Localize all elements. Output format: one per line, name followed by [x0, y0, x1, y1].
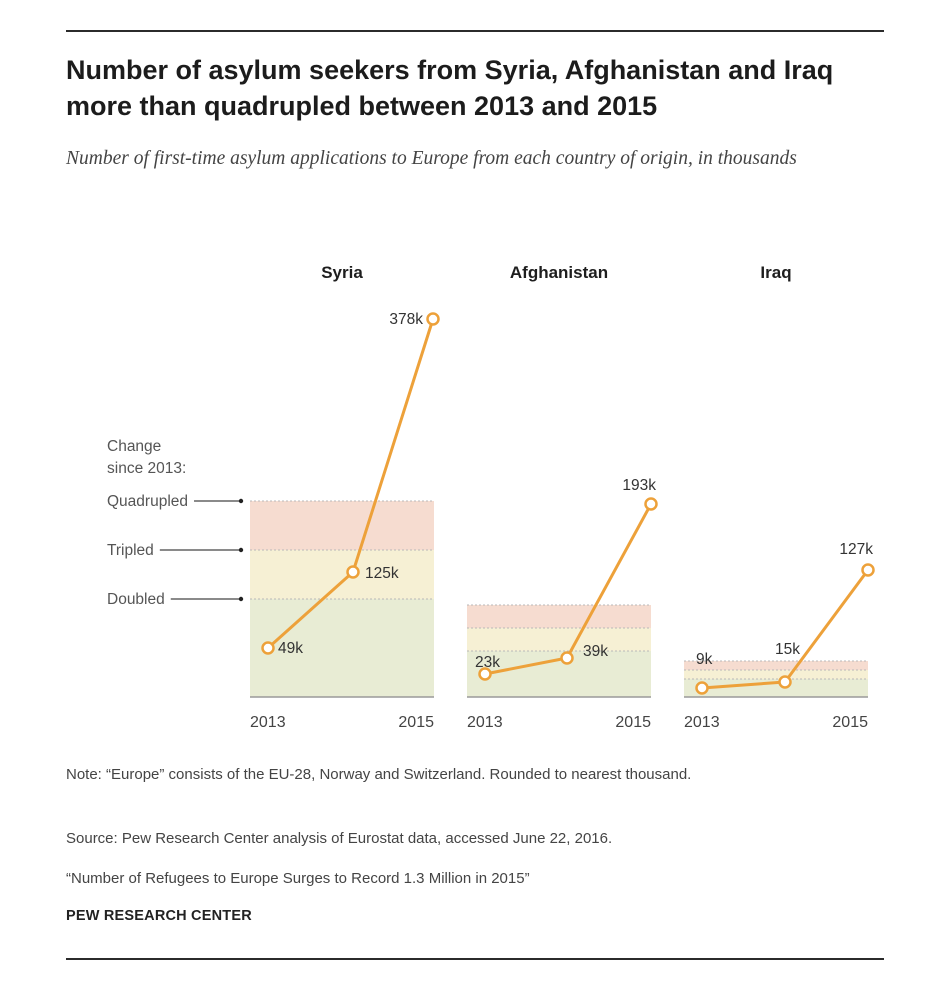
x-tick-label: 2015: [398, 714, 434, 731]
data-label: 9k: [696, 651, 713, 668]
band-doubled: [684, 679, 868, 697]
legend-leader-dot: [238, 498, 244, 504]
x-tick-label: 2013: [467, 714, 503, 731]
legend-label-tripled: Tripled: [107, 542, 154, 559]
data-label: 39k: [583, 643, 608, 660]
x-tick-label: 2013: [684, 714, 720, 731]
footer-source: Source: Pew Research Center analysis of …: [66, 830, 613, 847]
data-point: [778, 675, 792, 689]
legend-title-line: since 2013:: [107, 460, 186, 477]
footer-report-title: “Number of Refugees to Europe Surges to …: [66, 870, 530, 887]
data-point: [478, 667, 492, 681]
data-point: [560, 651, 574, 665]
legend-leader-dot: [238, 547, 244, 553]
panels: Syria 2013 2015 49k 125k 378k Afghanistan 2013 2…: [250, 263, 875, 731]
data-point: [644, 497, 658, 511]
data-label: 125k: [365, 565, 399, 582]
panel-title-iraq: Iraq: [760, 263, 791, 282]
data-point: [426, 312, 440, 326]
brand-logo-text: PEW RESEARCH CENTER: [66, 908, 252, 924]
panel-title-afghanistan: Afghanistan: [510, 263, 608, 282]
data-point: [861, 563, 875, 577]
chart-subtitle: Number of first-time asylum applications…: [66, 148, 797, 169]
footer-note: Note: “Europe” consists of the EU-28, No…: [66, 766, 692, 783]
data-label: 193k: [622, 477, 656, 494]
panel-title-syria: Syria: [321, 263, 363, 282]
chart-title: Number of asylum seekers from Syria, Afg…: [66, 55, 834, 121]
panel-iraq: Iraq 2013 2015 9k 15k 127k: [684, 263, 875, 731]
x-tick-label: 2015: [615, 714, 651, 731]
data-label: 378k: [389, 311, 423, 328]
legend-title-line: Change: [107, 438, 161, 455]
band-quadrupled: [250, 501, 434, 550]
panel-syria: Syria 2013 2015 49k 125k 378k: [250, 263, 440, 731]
legend: Change since 2013: Quadrupled Tripled Double…: [107, 438, 244, 608]
legend-label-doubled: Doubled: [107, 591, 165, 608]
data-label: 49k: [278, 640, 303, 657]
band-quadrupled: [684, 661, 868, 670]
band-doubled: [250, 599, 434, 697]
data-label: 127k: [839, 541, 873, 558]
band-quadrupled: [467, 605, 651, 628]
legend-leader-dot: [238, 596, 244, 602]
band-tripled: [467, 628, 651, 651]
small-multiples-line-chart: Change since 2013: Quadrupled Tripled Double…: [107, 263, 875, 731]
band-tripled: [684, 670, 868, 679]
band-tripled: [250, 550, 434, 599]
x-tick-label: 2015: [832, 714, 868, 731]
data-point: [346, 565, 360, 579]
bottom-rule: [66, 958, 884, 960]
panel-afghanistan: Afghanistan 2013 2015 23k 39k 193k: [467, 263, 658, 731]
data-label: 23k: [475, 654, 500, 671]
x-tick-label: 2013: [250, 714, 286, 731]
legend-label-quadrupled: Quadrupled: [107, 493, 188, 510]
data-point: [695, 681, 709, 695]
data-label: 15k: [775, 641, 800, 658]
data-point: [261, 641, 275, 655]
top-rule: [66, 30, 884, 32]
